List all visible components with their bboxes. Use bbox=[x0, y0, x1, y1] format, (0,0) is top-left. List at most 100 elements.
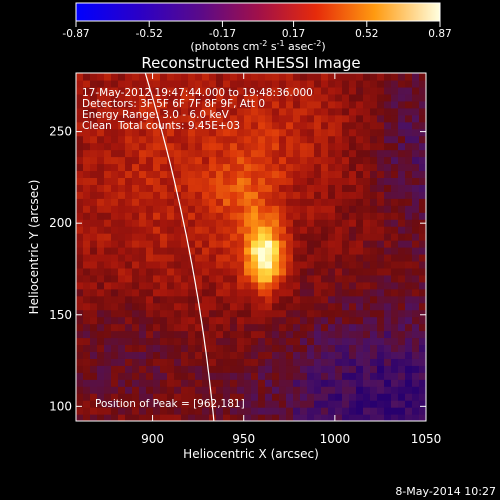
heatmap-cell bbox=[167, 198, 175, 206]
heatmap-cell bbox=[174, 260, 182, 269]
heatmap-cell bbox=[272, 198, 280, 206]
heatmap-cell bbox=[202, 163, 210, 172]
heatmap-cell bbox=[160, 365, 168, 373]
heatmap-cell bbox=[398, 219, 406, 227]
heatmap-cell bbox=[118, 233, 126, 241]
heatmap-cell bbox=[405, 93, 413, 102]
heatmap-cell bbox=[300, 93, 308, 102]
heatmap-cell bbox=[307, 177, 315, 185]
heatmap-cell bbox=[349, 107, 357, 116]
heatmap-cell bbox=[76, 184, 84, 192]
heatmap-cell bbox=[83, 170, 91, 178]
heatmap-cell bbox=[139, 170, 147, 178]
heatmap-cell bbox=[321, 184, 329, 192]
heatmap-cell bbox=[237, 330, 245, 339]
heatmap-cell bbox=[328, 79, 336, 88]
heatmap-cell bbox=[391, 107, 399, 116]
heatmap-cell bbox=[307, 260, 315, 269]
heatmap-cell bbox=[237, 79, 245, 88]
heatmap-cell bbox=[251, 372, 259, 380]
heatmap-cell bbox=[349, 337, 357, 346]
heatmap-cell bbox=[391, 267, 399, 276]
heatmap-cell bbox=[230, 309, 238, 318]
heatmap-cell bbox=[335, 79, 343, 88]
heatmap-cell bbox=[370, 323, 378, 332]
heatmap-cell bbox=[139, 73, 147, 81]
heatmap-cell bbox=[90, 372, 98, 380]
heatmap-cell bbox=[272, 79, 280, 88]
heatmap-cell bbox=[363, 93, 371, 102]
heatmap-cell bbox=[146, 212, 154, 220]
heatmap-cell bbox=[300, 260, 308, 269]
heatmap-cell bbox=[125, 323, 133, 332]
heatmap-cell bbox=[216, 358, 224, 366]
x-axis-ticks: 900 950 1000 1050 bbox=[141, 73, 441, 446]
heatmap-cell bbox=[265, 191, 273, 199]
heatmap-cell bbox=[83, 281, 91, 290]
heatmap-cell bbox=[405, 233, 413, 241]
heatmap-cell bbox=[356, 73, 364, 81]
heatmap-cell bbox=[230, 267, 238, 276]
heatmap-cell bbox=[216, 114, 224, 123]
heatmap-cell bbox=[377, 407, 385, 415]
heatmap-cell bbox=[223, 205, 231, 213]
heatmap-cell bbox=[363, 135, 371, 144]
heatmap-cell bbox=[244, 386, 252, 394]
heatmap-cell bbox=[104, 226, 112, 234]
heatmap-cell bbox=[202, 323, 210, 332]
heatmap-cell bbox=[237, 205, 245, 213]
heatmap-cell bbox=[167, 191, 175, 199]
heatmap-cell bbox=[97, 288, 105, 297]
heatmap-cell bbox=[132, 79, 140, 88]
heatmap-cell bbox=[405, 260, 413, 269]
heatmap-cell bbox=[104, 156, 112, 165]
heatmap-cell bbox=[139, 274, 147, 283]
heatmap-cell bbox=[419, 281, 426, 290]
heatmap-cell bbox=[377, 330, 385, 339]
heatmap-cell bbox=[146, 414, 154, 421]
heatmap-cell bbox=[104, 288, 112, 297]
heatmap-cell bbox=[307, 274, 315, 283]
heatmap-cell bbox=[209, 100, 217, 109]
heatmap-cell bbox=[174, 198, 182, 206]
heatmap-cell bbox=[160, 114, 168, 123]
heatmap-cell bbox=[272, 288, 280, 297]
heatmap-cell bbox=[76, 260, 84, 269]
heatmap-cell bbox=[181, 240, 189, 248]
heatmap-cell bbox=[181, 295, 189, 304]
heatmap-cell bbox=[244, 135, 252, 144]
heatmap-cell bbox=[307, 330, 315, 339]
heatmap-cell bbox=[83, 379, 91, 387]
heatmap-cell bbox=[314, 372, 322, 380]
heatmap-cell bbox=[188, 323, 196, 332]
heatmap-cell bbox=[419, 274, 426, 283]
heatmap-cell bbox=[160, 323, 168, 332]
heatmap-cell bbox=[97, 198, 105, 206]
heatmap-cell bbox=[146, 393, 154, 401]
heatmap-cell bbox=[167, 212, 175, 220]
heatmap-cell bbox=[342, 309, 350, 318]
heatmap-cell bbox=[132, 358, 140, 366]
heatmap-cell bbox=[391, 240, 399, 248]
heatmap-cell bbox=[377, 198, 385, 206]
heatmap-cell bbox=[125, 135, 133, 144]
heatmap-cell bbox=[265, 198, 273, 206]
heatmap-cell bbox=[111, 247, 119, 255]
heatmap-cell bbox=[202, 393, 210, 401]
heatmap-cell bbox=[265, 330, 273, 339]
heatmap-cell bbox=[328, 337, 336, 346]
heatmap-cell bbox=[405, 128, 413, 137]
heatmap-cell bbox=[321, 400, 329, 408]
heatmap-cell bbox=[188, 177, 196, 185]
heatmap-cell bbox=[146, 149, 154, 158]
heatmap-cell bbox=[125, 219, 133, 227]
heatmap-cell bbox=[398, 330, 406, 339]
heatmap-cell bbox=[272, 372, 280, 380]
heatmap-cell bbox=[237, 274, 245, 283]
heatmap-cell bbox=[370, 260, 378, 269]
heatmap-cell bbox=[209, 212, 217, 220]
heatmap-cell bbox=[90, 344, 98, 352]
heatmap-cell bbox=[279, 219, 287, 227]
heatmap-cell bbox=[419, 400, 426, 408]
